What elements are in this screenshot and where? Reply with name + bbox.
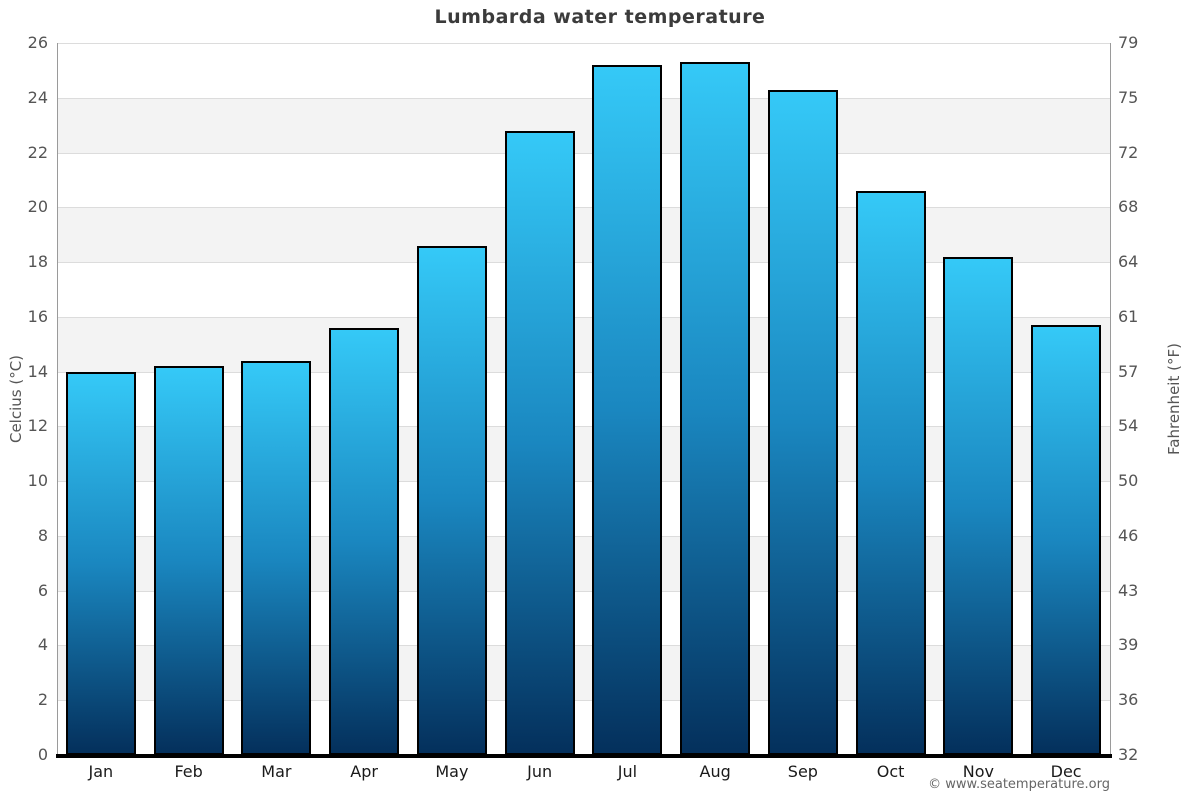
y-tick-celsius-0: 0 — [37, 745, 48, 764]
y-tick-celsius-20: 20 — [27, 197, 48, 217]
gridline — [57, 316, 1110, 318]
y-tick-fahrenheit-32: 32 — [1118, 745, 1139, 764]
plot-area — [57, 43, 1110, 755]
gridline — [57, 426, 1110, 428]
y-tick-fahrenheit-79: 79 — [1118, 33, 1139, 52]
gridline — [57, 43, 1110, 44]
y-tick-fahrenheit-54: 54 — [1118, 416, 1139, 436]
background-band — [57, 645, 1110, 701]
bar-jun — [504, 130, 575, 755]
y-tick-celsius-6: 6 — [37, 580, 48, 600]
y-tick-fahrenheit-68: 68 — [1118, 197, 1139, 217]
bar-aug — [680, 62, 751, 755]
gridline — [57, 481, 1110, 483]
background-band — [57, 590, 1110, 646]
y-tick-fahrenheit-75: 75 — [1118, 87, 1139, 107]
bar-jul — [592, 64, 663, 755]
chart-title: Lumbarda water temperature — [434, 6, 766, 28]
gridline — [57, 645, 1110, 647]
gridline — [57, 700, 1110, 702]
y-tick-fahrenheit-46: 46 — [1118, 525, 1139, 545]
bar-dec — [1031, 325, 1102, 755]
copyright-text: © www.seatemperature.org — [928, 777, 1110, 792]
gridline — [57, 262, 1110, 264]
x-label-jul: Jul — [617, 762, 638, 781]
y-tick-fahrenheit-61: 61 — [1118, 306, 1139, 326]
bar-mar — [241, 360, 312, 755]
x-label-dec: Dec — [1050, 762, 1082, 781]
y-tick-fahrenheit-50: 50 — [1118, 471, 1139, 491]
background-band — [57, 535, 1110, 591]
bar-feb — [153, 366, 224, 755]
background-band — [57, 97, 1110, 153]
y-tick-celsius-14: 14 — [27, 361, 48, 381]
gridline — [57, 371, 1110, 373]
y-tick-fahrenheit-64: 64 — [1118, 252, 1139, 272]
y-axis-title-left: Celcius (°C) — [7, 354, 25, 444]
y-tick-celsius-16: 16 — [27, 306, 48, 326]
background-band — [57, 43, 1110, 98]
y-tick-celsius-24: 24 — [27, 87, 48, 107]
y-tick-celsius-22: 22 — [27, 142, 48, 162]
x-label-feb: Feb — [174, 762, 203, 781]
x-label-aug: Aug — [699, 762, 731, 781]
background-band — [57, 371, 1110, 427]
y-tick-celsius-12: 12 — [27, 416, 48, 436]
x-label-apr: Apr — [350, 762, 378, 781]
gridline — [57, 590, 1110, 592]
gridline — [57, 152, 1110, 154]
bar-apr — [329, 327, 400, 755]
x-label-jun: Jun — [527, 762, 553, 781]
x-label-mar: Mar — [261, 762, 292, 781]
y-tick-fahrenheit-36: 36 — [1118, 690, 1139, 710]
y-axis-line-left — [57, 43, 58, 755]
y-tick-fahrenheit-43: 43 — [1118, 580, 1139, 600]
y-tick-celsius-8: 8 — [37, 525, 48, 545]
x-label-oct: Oct — [876, 762, 905, 781]
y-tick-fahrenheit-39: 39 — [1118, 635, 1139, 655]
x-axis-line — [56, 754, 1112, 758]
gridline — [57, 207, 1110, 209]
x-label-sep: Sep — [787, 762, 818, 781]
y-tick-celsius-18: 18 — [27, 252, 48, 272]
x-label-may: May — [435, 762, 469, 781]
gridline — [57, 535, 1110, 537]
bar-nov — [943, 256, 1014, 755]
background-band — [57, 207, 1110, 263]
background-band — [57, 152, 1110, 208]
y-tick-celsius-2: 2 — [37, 690, 48, 710]
y-tick-celsius-26: 26 — [27, 33, 48, 52]
background-band — [57, 700, 1110, 755]
x-label-nov: Nov — [962, 762, 994, 781]
y-tick-fahrenheit-72: 72 — [1118, 142, 1139, 162]
y-tick-celsius-10: 10 — [27, 471, 48, 491]
bar-may — [416, 245, 487, 755]
y-axis-title-right: Fahrenheit (°F) — [1165, 343, 1183, 455]
bar-oct — [855, 190, 926, 755]
y-tick-celsius-4: 4 — [37, 635, 48, 655]
background-band — [57, 426, 1110, 482]
x-label-jan: Jan — [88, 762, 114, 781]
y-tick-fahrenheit-57: 57 — [1118, 361, 1139, 381]
background-band — [57, 481, 1110, 536]
gridline — [57, 97, 1110, 99]
background-band — [57, 262, 1110, 317]
bar-jan — [65, 371, 136, 755]
y-axis-line-right — [1110, 43, 1111, 755]
background-band — [57, 316, 1110, 372]
bar-sep — [767, 89, 838, 755]
